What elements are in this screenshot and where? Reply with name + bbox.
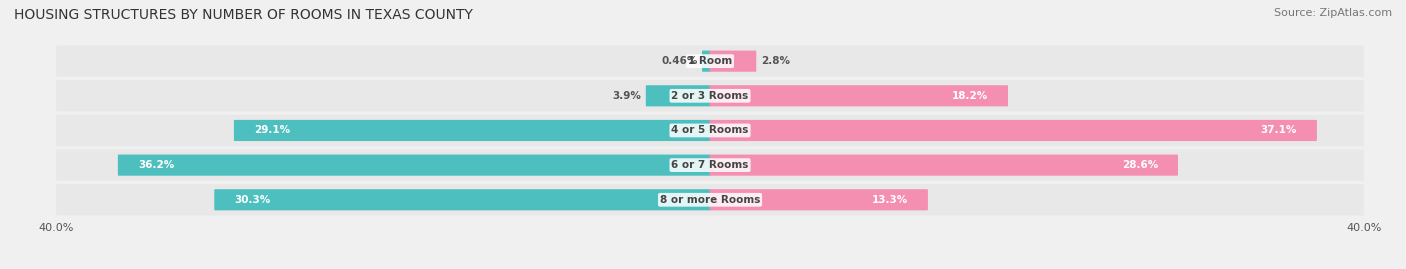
FancyBboxPatch shape (710, 51, 756, 72)
FancyBboxPatch shape (56, 45, 1364, 77)
Text: 30.3%: 30.3% (235, 195, 270, 205)
FancyBboxPatch shape (56, 115, 1364, 146)
FancyBboxPatch shape (710, 189, 928, 210)
Text: 4 or 5 Rooms: 4 or 5 Rooms (671, 125, 749, 136)
FancyBboxPatch shape (710, 120, 1317, 141)
FancyBboxPatch shape (56, 80, 1364, 111)
Text: 3.9%: 3.9% (613, 91, 641, 101)
Text: 2 or 3 Rooms: 2 or 3 Rooms (672, 91, 748, 101)
FancyBboxPatch shape (56, 184, 1364, 215)
Text: 18.2%: 18.2% (952, 91, 988, 101)
Text: 37.1%: 37.1% (1260, 125, 1296, 136)
Text: 28.6%: 28.6% (1122, 160, 1159, 170)
Text: HOUSING STRUCTURES BY NUMBER OF ROOMS IN TEXAS COUNTY: HOUSING STRUCTURES BY NUMBER OF ROOMS IN… (14, 8, 472, 22)
Text: 8 or more Rooms: 8 or more Rooms (659, 195, 761, 205)
FancyBboxPatch shape (645, 85, 710, 106)
Text: 29.1%: 29.1% (254, 125, 290, 136)
Text: 13.3%: 13.3% (872, 195, 908, 205)
Text: 36.2%: 36.2% (138, 160, 174, 170)
Text: 1 Room: 1 Room (688, 56, 733, 66)
FancyBboxPatch shape (214, 189, 710, 210)
Text: 2.8%: 2.8% (761, 56, 790, 66)
FancyBboxPatch shape (118, 155, 710, 176)
Text: 0.46%: 0.46% (661, 56, 697, 66)
Text: Source: ZipAtlas.com: Source: ZipAtlas.com (1274, 8, 1392, 18)
FancyBboxPatch shape (710, 155, 1178, 176)
Text: 6 or 7 Rooms: 6 or 7 Rooms (671, 160, 749, 170)
FancyBboxPatch shape (702, 51, 710, 72)
FancyBboxPatch shape (233, 120, 710, 141)
FancyBboxPatch shape (56, 150, 1364, 181)
FancyBboxPatch shape (710, 85, 1008, 106)
